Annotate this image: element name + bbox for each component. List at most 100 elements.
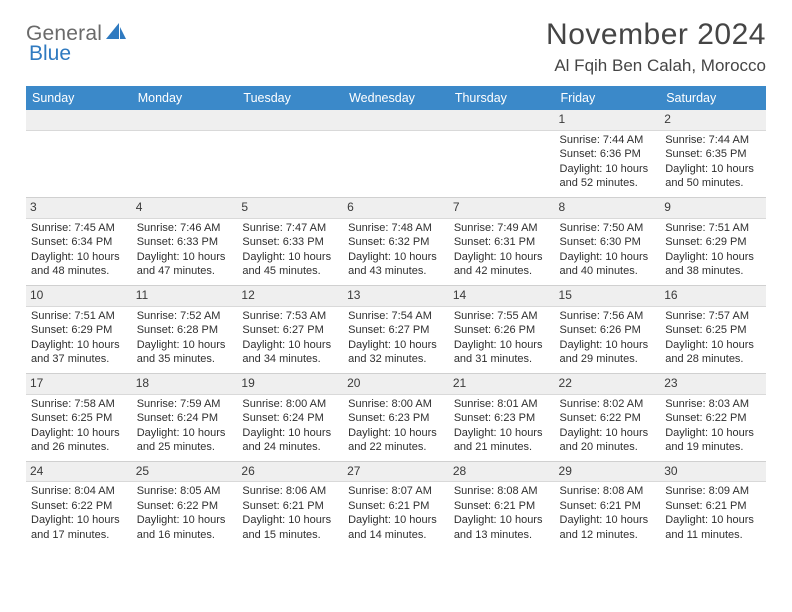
- sunrise-line: Sunrise: 7:59 AM: [137, 397, 233, 412]
- calendar-day-cell: 11Sunrise: 7:52 AMSunset: 6:28 PMDayligh…: [132, 285, 238, 373]
- sunrise-line: Sunrise: 8:08 AM: [454, 484, 550, 499]
- sunrise-line: Sunrise: 7:50 AM: [560, 221, 656, 236]
- day-number: 3: [26, 198, 132, 219]
- calendar-week-row: 10Sunrise: 7:51 AMSunset: 6:29 PMDayligh…: [26, 285, 766, 373]
- day-number: 19: [237, 374, 343, 395]
- day-details: Sunrise: 8:06 AMSunset: 6:21 PMDaylight:…: [241, 484, 339, 542]
- sunrise-line: Sunrise: 8:09 AM: [665, 484, 761, 499]
- day-details: Sunrise: 7:55 AMSunset: 6:26 PMDaylight:…: [453, 309, 551, 367]
- weekday-header: Monday: [132, 86, 238, 110]
- calendar-day-cell: 30Sunrise: 8:09 AMSunset: 6:21 PMDayligh…: [660, 461, 766, 548]
- daylight-line: Daylight: 10 hours and 28 minutes.: [665, 338, 761, 367]
- day-details: Sunrise: 7:45 AMSunset: 6:34 PMDaylight:…: [30, 221, 128, 279]
- day-number: 7: [449, 198, 555, 219]
- sunrise-line: Sunrise: 8:06 AM: [242, 484, 338, 499]
- sunset-line: Sunset: 6:21 PM: [242, 499, 338, 514]
- day-number: 29: [555, 462, 661, 483]
- day-number: 25: [132, 462, 238, 483]
- day-details: Sunrise: 8:08 AMSunset: 6:21 PMDaylight:…: [453, 484, 551, 542]
- weekday-header: Wednesday: [343, 86, 449, 110]
- calendar-week-row: 17Sunrise: 7:58 AMSunset: 6:25 PMDayligh…: [26, 373, 766, 461]
- sunset-line: Sunset: 6:35 PM: [665, 147, 761, 162]
- calendar-day-cell: 14Sunrise: 7:55 AMSunset: 6:26 PMDayligh…: [449, 285, 555, 373]
- day-number: 12: [237, 286, 343, 307]
- day-details: Sunrise: 8:00 AMSunset: 6:24 PMDaylight:…: [241, 397, 339, 455]
- day-details: Sunrise: 7:53 AMSunset: 6:27 PMDaylight:…: [241, 309, 339, 367]
- day-number: 17: [26, 374, 132, 395]
- calendar-week-row: 3Sunrise: 7:45 AMSunset: 6:34 PMDaylight…: [26, 197, 766, 285]
- calendar-day-cell: 7Sunrise: 7:49 AMSunset: 6:31 PMDaylight…: [449, 197, 555, 285]
- day-number: 14: [449, 286, 555, 307]
- day-number: 27: [343, 462, 449, 483]
- day-details: Sunrise: 8:00 AMSunset: 6:23 PMDaylight:…: [347, 397, 445, 455]
- calendar-day-cell: 1Sunrise: 7:44 AMSunset: 6:36 PMDaylight…: [555, 110, 661, 197]
- sunrise-line: Sunrise: 7:51 AM: [31, 309, 127, 324]
- day-number: 20: [343, 374, 449, 395]
- logo-word-blue: Blue: [29, 42, 71, 65]
- sunrise-line: Sunrise: 7:49 AM: [454, 221, 550, 236]
- calendar-day-cell: 21Sunrise: 8:01 AMSunset: 6:23 PMDayligh…: [449, 373, 555, 461]
- sunrise-line: Sunrise: 7:46 AM: [137, 221, 233, 236]
- sunrise-line: Sunrise: 8:08 AM: [560, 484, 656, 499]
- calendar-day-cell: 29Sunrise: 8:08 AMSunset: 6:21 PMDayligh…: [555, 461, 661, 548]
- day-details: Sunrise: 7:50 AMSunset: 6:30 PMDaylight:…: [559, 221, 657, 279]
- daylight-line: Daylight: 10 hours and 14 minutes.: [348, 513, 444, 542]
- day-details: Sunrise: 8:01 AMSunset: 6:23 PMDaylight:…: [453, 397, 551, 455]
- sunset-line: Sunset: 6:21 PM: [454, 499, 550, 514]
- day-details: Sunrise: 7:47 AMSunset: 6:33 PMDaylight:…: [241, 221, 339, 279]
- day-number: 28: [449, 462, 555, 483]
- sunrise-line: Sunrise: 7:56 AM: [560, 309, 656, 324]
- day-details: Sunrise: 7:48 AMSunset: 6:32 PMDaylight:…: [347, 221, 445, 279]
- sunset-line: Sunset: 6:24 PM: [242, 411, 338, 426]
- empty-day-strip: [237, 110, 343, 131]
- day-details: Sunrise: 8:03 AMSunset: 6:22 PMDaylight:…: [664, 397, 762, 455]
- sunrise-line: Sunrise: 7:44 AM: [665, 133, 761, 148]
- day-details: Sunrise: 8:04 AMSunset: 6:22 PMDaylight:…: [30, 484, 128, 542]
- calendar-day-cell: 6Sunrise: 7:48 AMSunset: 6:32 PMDaylight…: [343, 197, 449, 285]
- calendar-day-cell: 12Sunrise: 7:53 AMSunset: 6:27 PMDayligh…: [237, 285, 343, 373]
- sunrise-line: Sunrise: 8:01 AM: [454, 397, 550, 412]
- day-number: 11: [132, 286, 238, 307]
- calendar-day-cell: 23Sunrise: 8:03 AMSunset: 6:22 PMDayligh…: [660, 373, 766, 461]
- calendar-day-cell: 24Sunrise: 8:04 AMSunset: 6:22 PMDayligh…: [26, 461, 132, 548]
- calendar-day-cell: 27Sunrise: 8:07 AMSunset: 6:21 PMDayligh…: [343, 461, 449, 548]
- sunset-line: Sunset: 6:25 PM: [665, 323, 761, 338]
- calendar-day-cell: 20Sunrise: 8:00 AMSunset: 6:23 PMDayligh…: [343, 373, 449, 461]
- sunrise-line: Sunrise: 7:58 AM: [31, 397, 127, 412]
- sunset-line: Sunset: 6:32 PM: [348, 235, 444, 250]
- calendar-week-row: 24Sunrise: 8:04 AMSunset: 6:22 PMDayligh…: [26, 461, 766, 548]
- weekday-header: Tuesday: [237, 86, 343, 110]
- day-details: Sunrise: 7:56 AMSunset: 6:26 PMDaylight:…: [559, 309, 657, 367]
- sunset-line: Sunset: 6:27 PM: [242, 323, 338, 338]
- day-number: 6: [343, 198, 449, 219]
- calendar-day-cell: 19Sunrise: 8:00 AMSunset: 6:24 PMDayligh…: [237, 373, 343, 461]
- sunrise-line: Sunrise: 8:07 AM: [348, 484, 444, 499]
- day-number: 1: [555, 110, 661, 131]
- day-number: 8: [555, 198, 661, 219]
- sunrise-line: Sunrise: 7:51 AM: [665, 221, 761, 236]
- daylight-line: Daylight: 10 hours and 13 minutes.: [454, 513, 550, 542]
- day-details: Sunrise: 8:07 AMSunset: 6:21 PMDaylight:…: [347, 484, 445, 542]
- day-number: 9: [660, 198, 766, 219]
- calendar-day-cell: 15Sunrise: 7:56 AMSunset: 6:26 PMDayligh…: [555, 285, 661, 373]
- daylight-line: Daylight: 10 hours and 26 minutes.: [31, 426, 127, 455]
- sunrise-line: Sunrise: 7:47 AM: [242, 221, 338, 236]
- sunrise-line: Sunrise: 8:04 AM: [31, 484, 127, 499]
- daylight-line: Daylight: 10 hours and 16 minutes.: [137, 513, 233, 542]
- calendar-day-cell: 16Sunrise: 7:57 AMSunset: 6:25 PMDayligh…: [660, 285, 766, 373]
- daylight-line: Daylight: 10 hours and 11 minutes.: [665, 513, 761, 542]
- day-number: 22: [555, 374, 661, 395]
- sunrise-line: Sunrise: 8:00 AM: [242, 397, 338, 412]
- weekday-header-row: Sunday Monday Tuesday Wednesday Thursday…: [26, 86, 766, 110]
- daylight-line: Daylight: 10 hours and 15 minutes.: [242, 513, 338, 542]
- day-details: Sunrise: 7:58 AMSunset: 6:25 PMDaylight:…: [30, 397, 128, 455]
- calendar-day-cell: 25Sunrise: 8:05 AMSunset: 6:22 PMDayligh…: [132, 461, 238, 548]
- sunset-line: Sunset: 6:30 PM: [560, 235, 656, 250]
- calendar-day-cell: 18Sunrise: 7:59 AMSunset: 6:24 PMDayligh…: [132, 373, 238, 461]
- day-details: Sunrise: 7:51 AMSunset: 6:29 PMDaylight:…: [30, 309, 128, 367]
- weekday-header: Sunday: [26, 86, 132, 110]
- sunset-line: Sunset: 6:21 PM: [348, 499, 444, 514]
- day-details: Sunrise: 7:44 AMSunset: 6:35 PMDaylight:…: [664, 133, 762, 191]
- sunrise-line: Sunrise: 7:44 AM: [560, 133, 656, 148]
- calendar-day-cell: [132, 110, 238, 197]
